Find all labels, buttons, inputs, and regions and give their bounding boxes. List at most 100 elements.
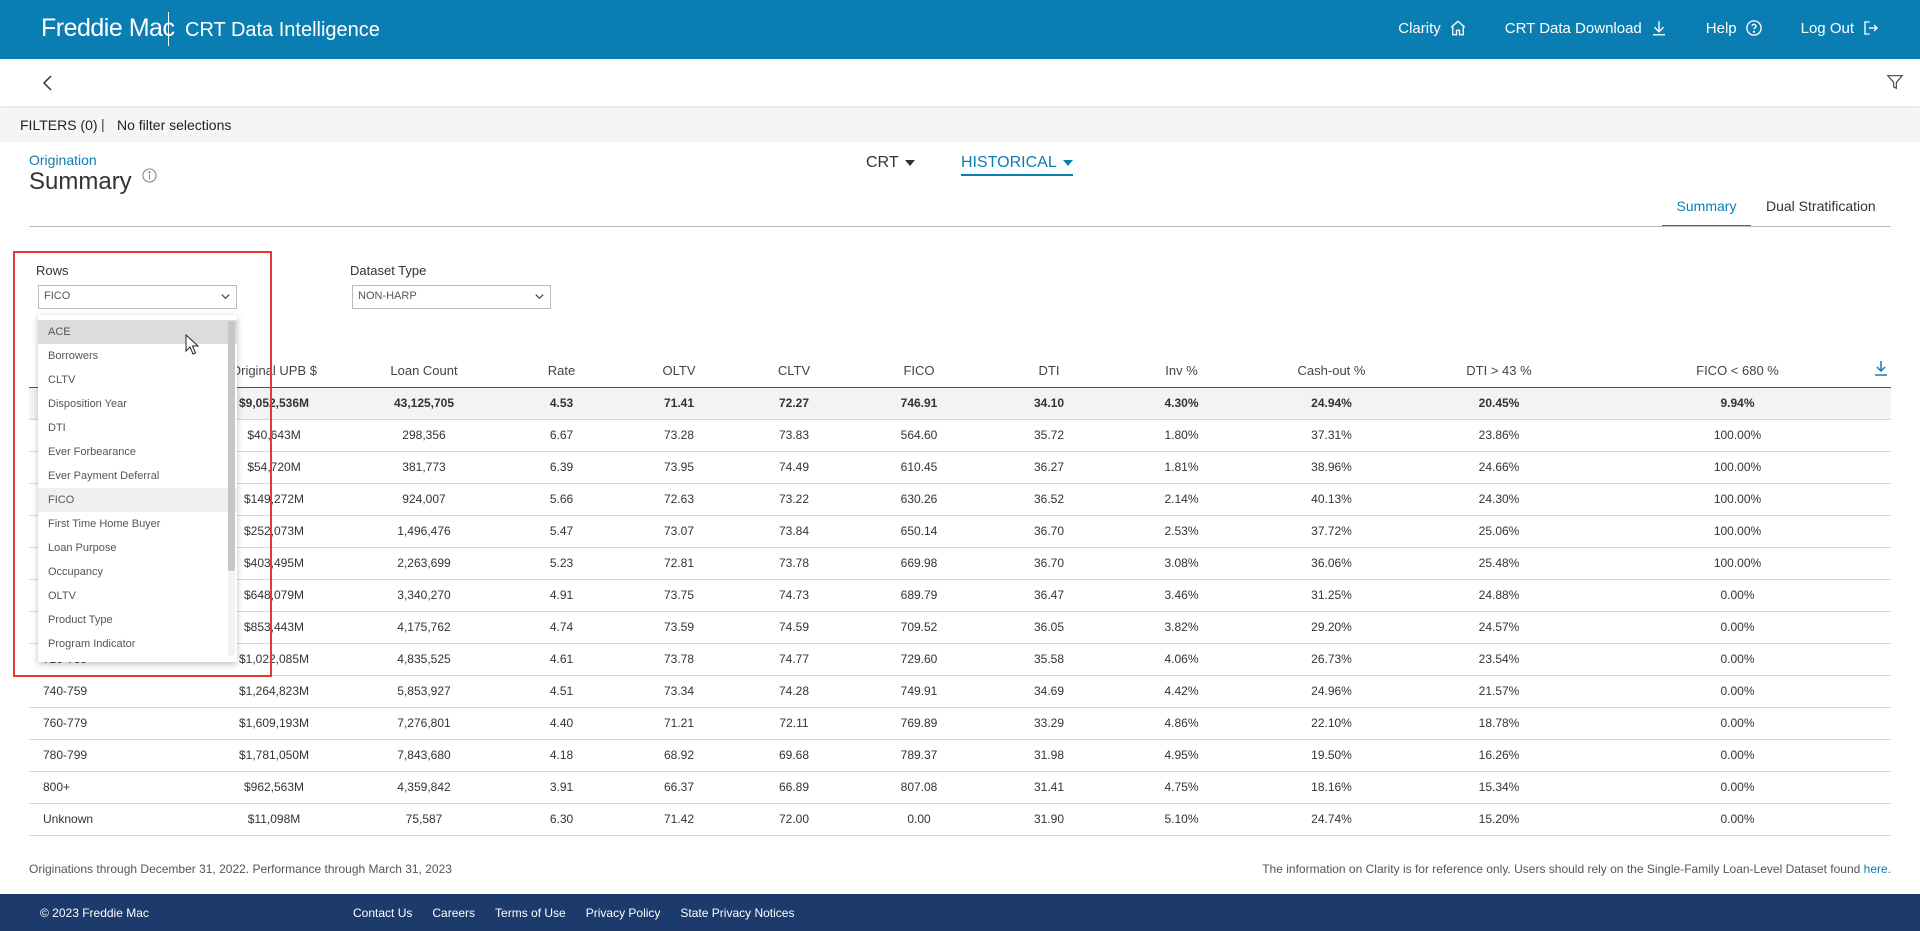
dataset-type-select[interactable]: NON-HARP: [352, 285, 551, 309]
download-icon[interactable]: [1873, 360, 1889, 376]
table-cell: 650.14: [854, 515, 984, 548]
column-header-cash-out[interactable]: Cash-out %: [1249, 355, 1414, 388]
footer-link-contact-us[interactable]: Contact Us: [353, 906, 413, 920]
dropdown-scrollbar-thumb[interactable]: [228, 321, 235, 571]
page-title: Summary: [29, 168, 132, 195]
dropdown-option-loan-purpose[interactable]: Loan Purpose: [48, 542, 117, 554]
table-cell: 24.74%: [1249, 803, 1414, 836]
table-cell: 1.80%: [1114, 419, 1249, 452]
table-cell: 769.89: [854, 707, 984, 740]
filter-icon[interactable]: [1886, 73, 1904, 91]
table-cell: 610.45: [854, 451, 984, 484]
table-cell: 689.79: [854, 579, 984, 612]
dropdown-option-ace[interactable]: ACE: [38, 320, 237, 344]
info-icon[interactable]: [142, 168, 157, 183]
table-cell: 25.48%: [1414, 547, 1584, 580]
tab-summary[interactable]: Summary: [1662, 198, 1751, 227]
footer-link-careers[interactable]: Careers: [432, 906, 476, 920]
column-header-loan-count[interactable]: Loan Count: [349, 355, 499, 388]
column-header-oltv[interactable]: OLTV: [624, 355, 734, 388]
table-cell: 24.66%: [1414, 451, 1584, 484]
table-cell: 69.68: [734, 739, 854, 772]
table-cell: 709.52: [854, 611, 984, 644]
table-cell: 6.39: [499, 451, 624, 484]
table-cell: 35.58: [984, 643, 1114, 676]
table-cell: 5.10%: [1114, 803, 1249, 836]
table-cell: 36.70: [984, 547, 1114, 580]
nav-log-out[interactable]: Log Out: [1801, 19, 1880, 37]
table-cell: 924,007: [349, 483, 499, 516]
dropdown-option-fico[interactable]: FICO: [38, 488, 237, 512]
table-row: 740-759 $1,264,823M 5,853,927 4.51 73.34 74.2…: [29, 675, 1891, 708]
table-cell: 2.53%: [1114, 515, 1249, 548]
column-header-fico-680[interactable]: FICO < 680 %: [1584, 355, 1891, 388]
table-cell: 74.59: [734, 611, 854, 644]
table-cell: $11,098M: [199, 803, 349, 836]
nav-help[interactable]: Help: [1706, 19, 1763, 37]
table-cell: 0.00%: [1584, 771, 1891, 804]
page-footer: © 2023 Freddie Mac Contact Us Careers Te…: [0, 894, 1920, 931]
table-cell: 0.00: [854, 803, 984, 836]
nav-logout-label: Log Out: [1800, 19, 1854, 37]
column-header-cltv[interactable]: CLTV: [734, 355, 854, 388]
table-cell: 4.53: [499, 387, 624, 420]
dropdown-option-program-indicator[interactable]: Program Indicator: [48, 638, 136, 650]
disclaimer-link[interactable]: here.: [1863, 862, 1891, 876]
dropdown-option-cltv[interactable]: CLTV: [48, 374, 76, 386]
table-cell: 6.67: [499, 419, 624, 452]
crt-dropdown[interactable]: CRT: [866, 154, 915, 172]
breadcrumb[interactable]: Origination: [29, 152, 97, 168]
dropdown-option-product-type[interactable]: Product Type: [48, 614, 113, 626]
row-label-cell: 740-759: [29, 675, 199, 708]
filters-count[interactable]: FILTERS (0): [20, 117, 98, 133]
tab-dual-stratification[interactable]: Dual Stratification: [1766, 198, 1876, 214]
dropdown-option-ever-payment-deferral[interactable]: Ever Payment Deferral: [48, 470, 160, 482]
table-cell: 24.94%: [1249, 387, 1414, 420]
column-header-rate[interactable]: Rate: [499, 355, 624, 388]
table-cell: 4.51: [499, 675, 624, 708]
nav-crt-data-download[interactable]: CRT Data Download: [1505, 19, 1668, 37]
historical-dropdown[interactable]: HISTORICAL: [961, 154, 1073, 176]
crt-dropdown-label: CRT: [866, 154, 899, 171]
footer-link-terms-of-use[interactable]: Terms of Use: [495, 906, 566, 920]
table-cell: 4.06%: [1114, 643, 1249, 676]
footer-link-state-privacy-notices[interactable]: State Privacy Notices: [680, 906, 795, 920]
table-cell: 73.75: [624, 579, 734, 612]
dropdown-option-dti[interactable]: DTI: [48, 422, 66, 434]
chevron-down-icon: [221, 294, 230, 300]
table-cell: 4.40: [499, 707, 624, 740]
nav-clarity[interactable]: Clarity: [1398, 19, 1467, 37]
historical-dropdown-label: HISTORICAL: [961, 154, 1057, 171]
column-header-inv[interactable]: Inv %: [1114, 355, 1249, 388]
table-cell: 0.00%: [1584, 643, 1891, 676]
dropdown-option-oltv[interactable]: OLTV: [48, 590, 76, 602]
back-icon[interactable]: [38, 73, 58, 93]
footer-link-privacy-policy[interactable]: Privacy Policy: [585, 906, 661, 920]
rows-select[interactable]: FICO: [38, 285, 237, 309]
table-cell: 36.05: [984, 611, 1114, 644]
table-cell: 100.00%: [1584, 515, 1891, 548]
table-cell: 71.41: [624, 387, 734, 420]
table-cell: 807.08: [854, 771, 984, 804]
dropdown-option-borrowers[interactable]: Borrowers: [48, 350, 99, 362]
table-cell: 7,843,680: [349, 739, 499, 772]
dropdown-option-occupancy[interactable]: Occupancy: [48, 566, 104, 578]
tabs-divider: [29, 226, 1891, 227]
brand-logo[interactable]: Freddie Mac: [41, 14, 175, 42]
table-cell: 4.18: [499, 739, 624, 772]
dropdown-option-first-time-home-buyer[interactable]: First Time Home Buyer: [48, 518, 161, 530]
dropdown-option-disposition-year[interactable]: Disposition Year: [48, 398, 127, 410]
column-header-fico[interactable]: FICO: [854, 355, 984, 388]
table-cell: 23.54%: [1414, 643, 1584, 676]
table-cell: 34.10: [984, 387, 1114, 420]
table-cell: 72.81: [624, 547, 734, 580]
column-header-dti-43[interactable]: DTI > 43 %: [1414, 355, 1584, 388]
rows-dropdown-list: ACE Borrowers CLTV Disposition Year DTI Ever …: [38, 315, 237, 656]
table-cell: 5.23: [499, 547, 624, 580]
rows-highlight-box: [13, 251, 272, 677]
table-header-row: Original UPB $ Loan Count Rate OLTV CLTV…: [29, 355, 1891, 388]
column-header-dti[interactable]: DTI: [984, 355, 1114, 388]
home-icon: [1450, 20, 1465, 36]
table-cell: 25.06%: [1414, 515, 1584, 548]
dropdown-option-ever-forbearance[interactable]: Ever Forbearance: [48, 446, 137, 458]
